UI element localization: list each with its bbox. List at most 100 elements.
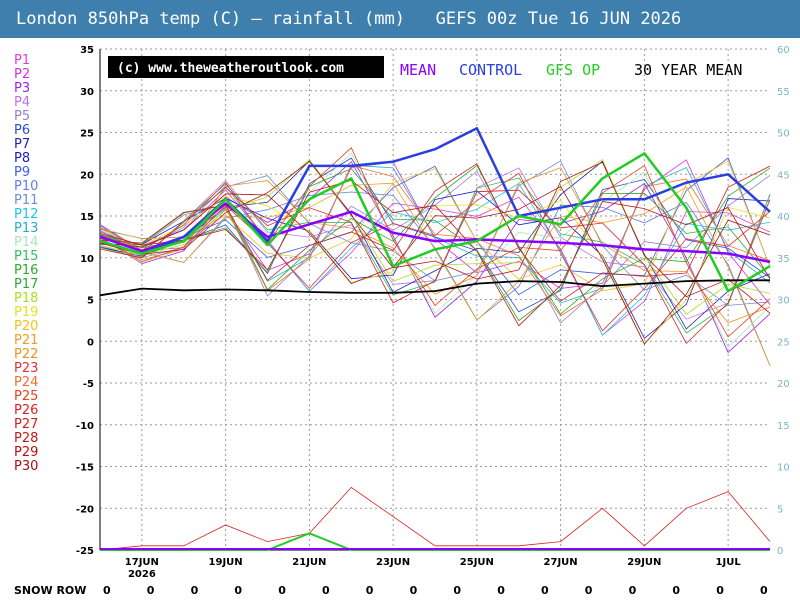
legend-member: P26 [14, 403, 39, 418]
y-tick-label: -15 [76, 463, 94, 474]
legend-member: P7 [14, 137, 31, 152]
legend-member: P4 [14, 95, 31, 110]
legend-member: P15 [14, 249, 39, 264]
y-right-tick-label: 35 [777, 254, 790, 265]
legend-member: P17 [14, 277, 39, 292]
legend-member: P21 [14, 333, 39, 348]
copyright-box [108, 56, 384, 78]
member-line-p26 [99, 187, 771, 345]
y-right-tick-label: 10 [777, 463, 790, 474]
legend-member: P6 [14, 123, 31, 138]
legend-member: P27 [14, 417, 39, 432]
member-line-p22 [99, 167, 771, 324]
member-line-p27 [99, 163, 771, 302]
member-legend: P1 P2 P3 P4 P5 P6 P7 P8 P9 P10 P11 P12 P13 P14 P15 P16 P… [14, 54, 74, 474]
legend-gfs-op: GFS OP [546, 61, 600, 79]
legend-member: P11 [14, 193, 39, 208]
ensemble-members [99, 147, 771, 367]
x-tick-label: 17JUN [125, 557, 159, 568]
y-tick-label: -25 [76, 546, 94, 557]
y-right-tick-label: 60 [777, 45, 790, 56]
member-line-p25 [99, 147, 771, 338]
y-tick-label: -5 [83, 379, 94, 390]
snow-row-value: 0 [716, 584, 724, 597]
y-tick-label: 35 [80, 45, 94, 56]
y-right-tick-label: 55 [777, 87, 790, 98]
x-tick-label: 21JUN [292, 557, 326, 568]
y-tick-label: -20 [76, 504, 94, 515]
member-line-p15 [99, 177, 771, 334]
y-tick-label: 0 [87, 337, 94, 348]
snow-row-value: 0 [584, 584, 593, 597]
overlay: (c) www.theweatheroutlook.com MEAN CONTR… [108, 56, 742, 79]
legend-control: CONTROL [459, 61, 522, 79]
rainfall-max-line [99, 486, 771, 551]
copyright-text: (c) www.theweatheroutlook.com [117, 61, 344, 76]
snow-row-value: 0 [190, 584, 199, 597]
snow-row-label: SNOW ROW [14, 584, 87, 597]
snow-row-value: 0 [409, 584, 418, 597]
y-right-tick-label: 15 [777, 421, 790, 432]
y-tick-label: 25 [80, 129, 94, 140]
y-tick-label: 10 [80, 254, 94, 265]
snow-row-value: 0 [278, 584, 286, 597]
legend-member: P23 [14, 361, 39, 376]
legend-mean: MEAN [400, 61, 436, 79]
y-right-tick-label: 40 [777, 212, 790, 223]
tick-labels: 35302520151050-5-10-15-20-25605550454035… [76, 45, 790, 580]
y-right-tick-label: 25 [777, 337, 790, 348]
legend-member: P13 [14, 221, 39, 236]
snow-row-value: 0 [541, 584, 549, 597]
member-line-p11 [99, 160, 771, 306]
title-bar: London 850hPa temp (C) — rainfall (mm) G… [0, 0, 800, 38]
x-tick-label: 1JUL [716, 557, 742, 568]
y-right-tick-label: 50 [777, 129, 790, 140]
x-tick-label: 19JUN [209, 557, 243, 568]
legend-member: P1 [14, 53, 31, 68]
legend-member: P18 [14, 291, 39, 306]
y-tick-label: 30 [80, 87, 94, 98]
y-right-tick-label: 30 [777, 296, 790, 307]
snow-row-value: 0 [322, 584, 330, 597]
chart-title: London 850hPa temp (C) — rainfall (mm) G… [16, 9, 682, 29]
legend-member: P10 [14, 179, 39, 194]
x-tick-label: 29JUN [627, 557, 661, 568]
legend-member: P16 [14, 263, 39, 278]
x-tick-label: 27JUN [544, 557, 578, 568]
legend-member: P8 [14, 151, 31, 166]
legend-member: P22 [14, 347, 39, 362]
snow-row-value: 0 [365, 584, 374, 597]
series-line-gfs-op [99, 152, 771, 293]
legend-member: P2 [14, 67, 31, 82]
member-line-p24 [99, 164, 771, 317]
legend-member: P29 [14, 445, 39, 460]
member-line-p28 [99, 179, 771, 327]
legend-member: P25 [14, 389, 39, 404]
legend-member: P24 [14, 375, 39, 390]
snow-row-value: 0 [453, 584, 462, 597]
member-line-p29 [99, 160, 771, 314]
legend-member: P28 [14, 431, 39, 446]
member-line-p23 [99, 172, 771, 332]
snow-row-value: 0 [146, 584, 155, 597]
member-line-p7 [99, 160, 771, 330]
x-tick-year: 2026 [128, 569, 156, 580]
snow-row-value: 0 [672, 584, 681, 597]
legend-member: P19 [14, 305, 39, 320]
y-tick-label: -10 [76, 421, 94, 432]
legend-member: P5 [14, 109, 31, 124]
snow-row-value: 0 [760, 584, 768, 597]
member-line-p30 [99, 185, 771, 345]
x-tick-label: 23JUN [376, 557, 410, 568]
y-tick-label: 15 [80, 212, 94, 223]
ensemble-chart: 35302520151050-5-10-15-20-25605550454035… [76, 45, 790, 580]
rainfall-bars [99, 486, 771, 551]
main-series [99, 127, 771, 297]
legend-30-year-mean: 30 YEAR MEAN [634, 61, 742, 79]
member-line-p9 [99, 157, 771, 296]
member-line-p14 [99, 152, 771, 348]
y-right-tick-label: 0 [777, 546, 783, 557]
x-tick-label: 25JUN [460, 557, 494, 568]
snow-row-value: 0 [234, 584, 243, 597]
legend-member: P20 [14, 319, 39, 334]
